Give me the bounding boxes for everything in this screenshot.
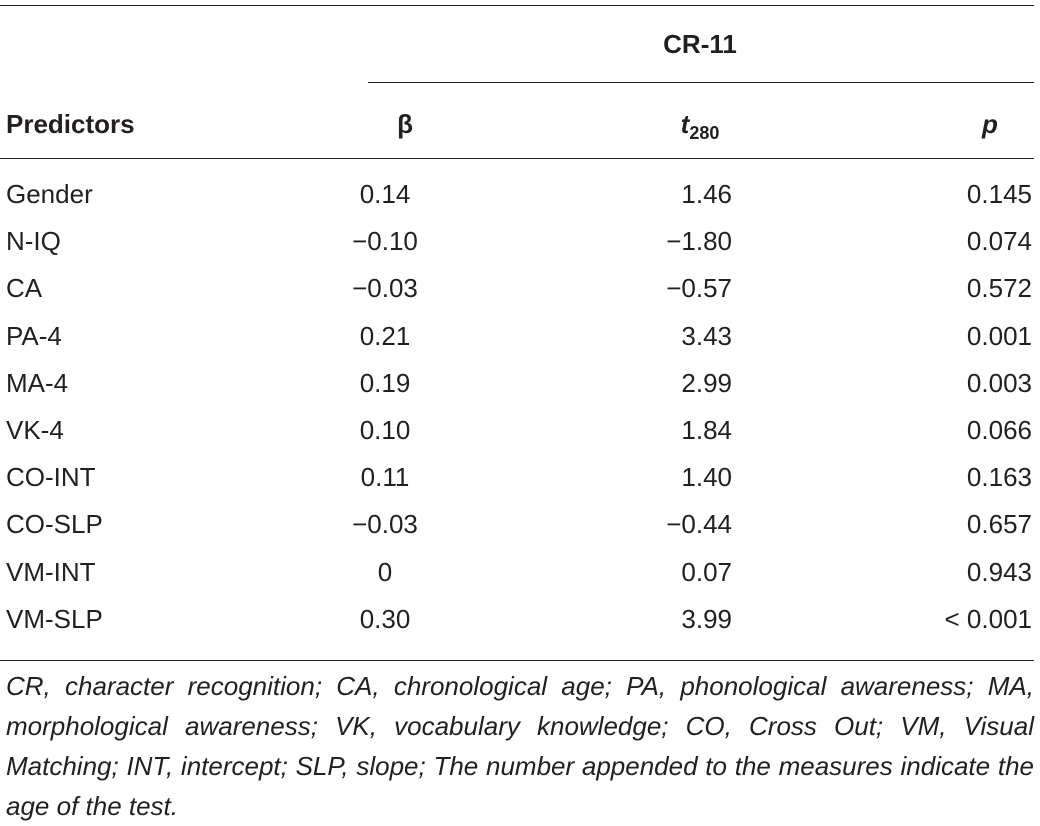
column-header-p: p	[982, 109, 998, 139]
table-bottom-rule	[0, 660, 1034, 661]
beta-cell: 0.10	[359, 415, 411, 445]
predictor-cell: VM-SLP	[6, 604, 103, 634]
beta-cell: −0.03	[352, 509, 418, 539]
t-value-cell: 0.07	[681, 557, 732, 587]
p-value-cell: 0.163	[966, 462, 1032, 492]
predictor-cell: PA-4	[6, 321, 62, 351]
beta-cell: 0.21	[359, 321, 411, 351]
beta-cell: 0.11	[360, 462, 410, 492]
p-value-cell: 0.066	[966, 415, 1032, 445]
group-header-rule	[368, 82, 1034, 83]
column-header-t: t280	[640, 109, 760, 148]
p-value-cell: 0.003	[966, 368, 1032, 398]
beta-cell: 0	[377, 557, 393, 587]
t-value-cell: 1.46	[681, 179, 732, 209]
p-value-cell: 0.145	[966, 179, 1032, 209]
column-header-t-symbol: t	[680, 109, 690, 139]
t-value-cell: 3.43	[681, 321, 732, 351]
predictor-cell: CA	[6, 273, 43, 303]
predictor-cell: CO-INT	[6, 462, 96, 492]
t-value-cell: 1.84	[681, 415, 732, 445]
header-bottom-rule	[0, 158, 1034, 159]
column-header-t-subscript: 280	[689, 123, 720, 143]
beta-cell: −0.10	[352, 226, 418, 256]
t-value-cell: 3.99	[681, 604, 732, 634]
beta-cell: 0.19	[359, 368, 411, 398]
t-value-cell: 2.99	[681, 368, 732, 398]
p-value-cell: 0.657	[966, 509, 1032, 539]
predictor-cell: Gender	[6, 179, 93, 209]
p-value-cell: 0.943	[966, 557, 1032, 587]
beta-cell: 0.14	[359, 179, 411, 209]
column-header-beta: β	[397, 109, 413, 139]
group-header-cr11: CR-11	[663, 29, 737, 59]
p-value-cell: 0.001	[966, 321, 1032, 351]
t-value-cell: −0.57	[666, 273, 732, 303]
p-value-cell: < 0.001	[944, 604, 1032, 634]
table-top-rule	[0, 5, 1034, 6]
t-value-cell: 1.40	[681, 462, 732, 492]
beta-cell: −0.03	[352, 273, 418, 303]
predictor-cell: CO-SLP	[6, 509, 103, 539]
table-footnote: CR, character recognition; CA, chronolog…	[6, 671, 1034, 821]
t-value-cell: −0.44	[666, 509, 732, 539]
predictor-cell: VK-4	[6, 415, 64, 445]
t-value-cell: −1.80	[666, 226, 732, 256]
column-header-predictors: Predictors	[6, 109, 135, 139]
p-value-cell: 0.572	[966, 273, 1032, 303]
predictor-cell: MA-4	[6, 368, 69, 398]
predictor-cell: N-IQ	[6, 226, 61, 256]
beta-cell: 0.30	[359, 604, 411, 634]
predictor-cell: VM-INT	[6, 557, 96, 587]
p-value-cell: 0.074	[966, 226, 1032, 256]
